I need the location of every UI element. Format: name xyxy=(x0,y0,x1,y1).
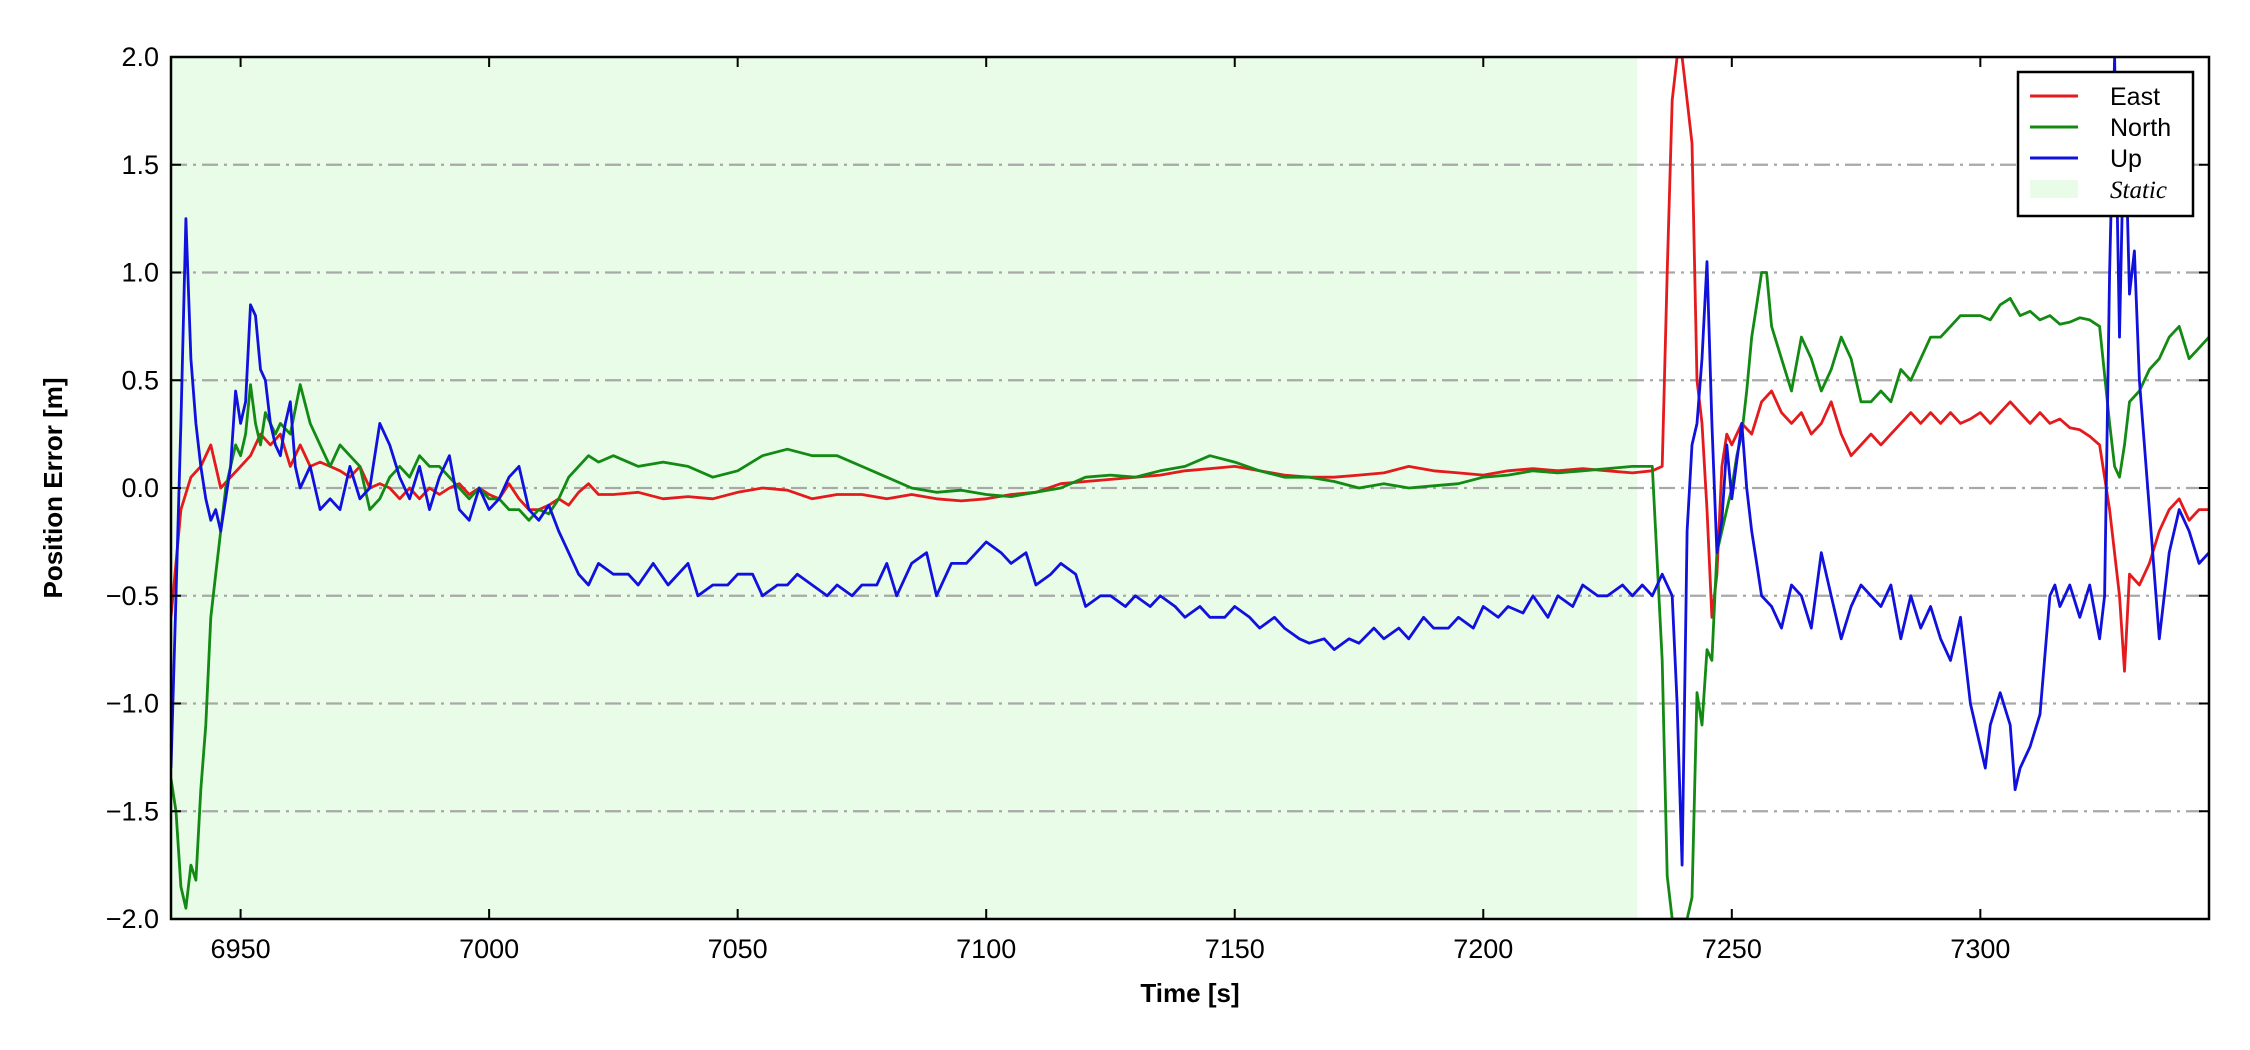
legend: East North Up Static xyxy=(2016,70,2195,218)
x-tick-label: 7200 xyxy=(1453,934,1513,964)
y-tick-label: 0.5 xyxy=(121,365,159,395)
series-line-up xyxy=(171,57,2209,867)
series-line-north xyxy=(171,271,2209,919)
y-tick-label: −0.5 xyxy=(106,581,159,611)
series-line-east xyxy=(171,57,2209,673)
y-tick-label: 0.0 xyxy=(121,473,159,503)
y-tick-label: 1.0 xyxy=(121,258,159,288)
x-tick-label: 7150 xyxy=(1205,934,1265,964)
x-tick-label: 7050 xyxy=(708,934,768,964)
y-tick-label: −1.5 xyxy=(106,796,159,826)
legend-label-static: Static xyxy=(2110,177,2167,204)
x-tick-label: 7250 xyxy=(1702,934,1762,964)
legend-swatch-static xyxy=(2030,180,2078,198)
y-tick-label: 1.5 xyxy=(121,150,159,180)
x-tick-label: 7100 xyxy=(956,934,1016,964)
y-tick-label: −2.0 xyxy=(106,904,159,934)
x-tick-label: 7000 xyxy=(459,934,519,964)
legend-label-east: East xyxy=(2110,83,2160,111)
legend-label-north: North xyxy=(2110,114,2171,142)
x-tick-label: 7300 xyxy=(1950,934,2010,964)
y-tick-label: 2.0 xyxy=(121,42,159,72)
legend-label-up: Up xyxy=(2110,145,2142,173)
y-axis-label: Position Error [m] xyxy=(38,377,68,598)
x-axis-label: Time [s] xyxy=(1140,978,1239,1008)
x-tick-label: 6950 xyxy=(211,934,271,964)
y-tick-label: −1.0 xyxy=(106,689,159,719)
